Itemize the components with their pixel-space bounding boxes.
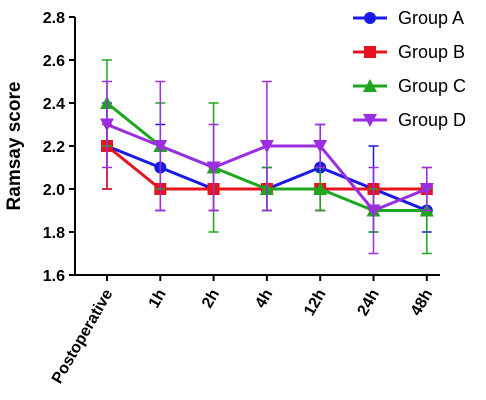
y-tick-label: 2.4 xyxy=(43,96,65,113)
y-axis-title: Ramsay score xyxy=(4,82,25,211)
y-tick-label: 2.2 xyxy=(43,139,65,156)
legend-item: Group D xyxy=(353,110,466,130)
y-tick-label: 2.0 xyxy=(43,182,65,199)
data-point xyxy=(366,204,381,218)
legend-label: Group B xyxy=(398,42,465,62)
legend-marker xyxy=(363,114,377,127)
data-point xyxy=(313,182,328,195)
legend-marker xyxy=(364,46,376,58)
legend-item: Group B xyxy=(353,42,465,62)
y-tick-label: 2.6 xyxy=(43,53,65,70)
data-point xyxy=(313,140,328,153)
data-point xyxy=(259,140,274,153)
x-tick-label: 48h xyxy=(408,287,437,319)
legend: Group A Group B Group C Group D xyxy=(353,8,466,130)
y-tick-label: 1.6 xyxy=(43,268,65,285)
legend-item: Group A xyxy=(353,8,464,28)
legend-label: Group D xyxy=(398,110,466,130)
x-tick-label: Postoperative xyxy=(49,286,117,386)
x-tick-label: 4h xyxy=(252,287,276,312)
data-point xyxy=(206,161,221,175)
data-point xyxy=(100,118,114,132)
x-tick-label: 1h xyxy=(146,287,170,312)
legend-marker xyxy=(364,12,376,24)
legend-marker xyxy=(363,79,377,92)
data-point xyxy=(153,140,168,153)
legend-label: Group C xyxy=(398,76,466,96)
x-tick-label: 24h xyxy=(354,287,383,319)
data-point xyxy=(419,183,434,196)
series-group-d xyxy=(100,80,434,255)
x-tick-label: 12h xyxy=(301,287,330,319)
legend-item: Group C xyxy=(353,76,466,96)
y-tick-label: 1.8 xyxy=(43,225,65,242)
y-tick-label: 2.8 xyxy=(43,10,65,27)
x-tick-label: 2h xyxy=(199,287,223,312)
legend-label: Group A xyxy=(398,8,464,28)
